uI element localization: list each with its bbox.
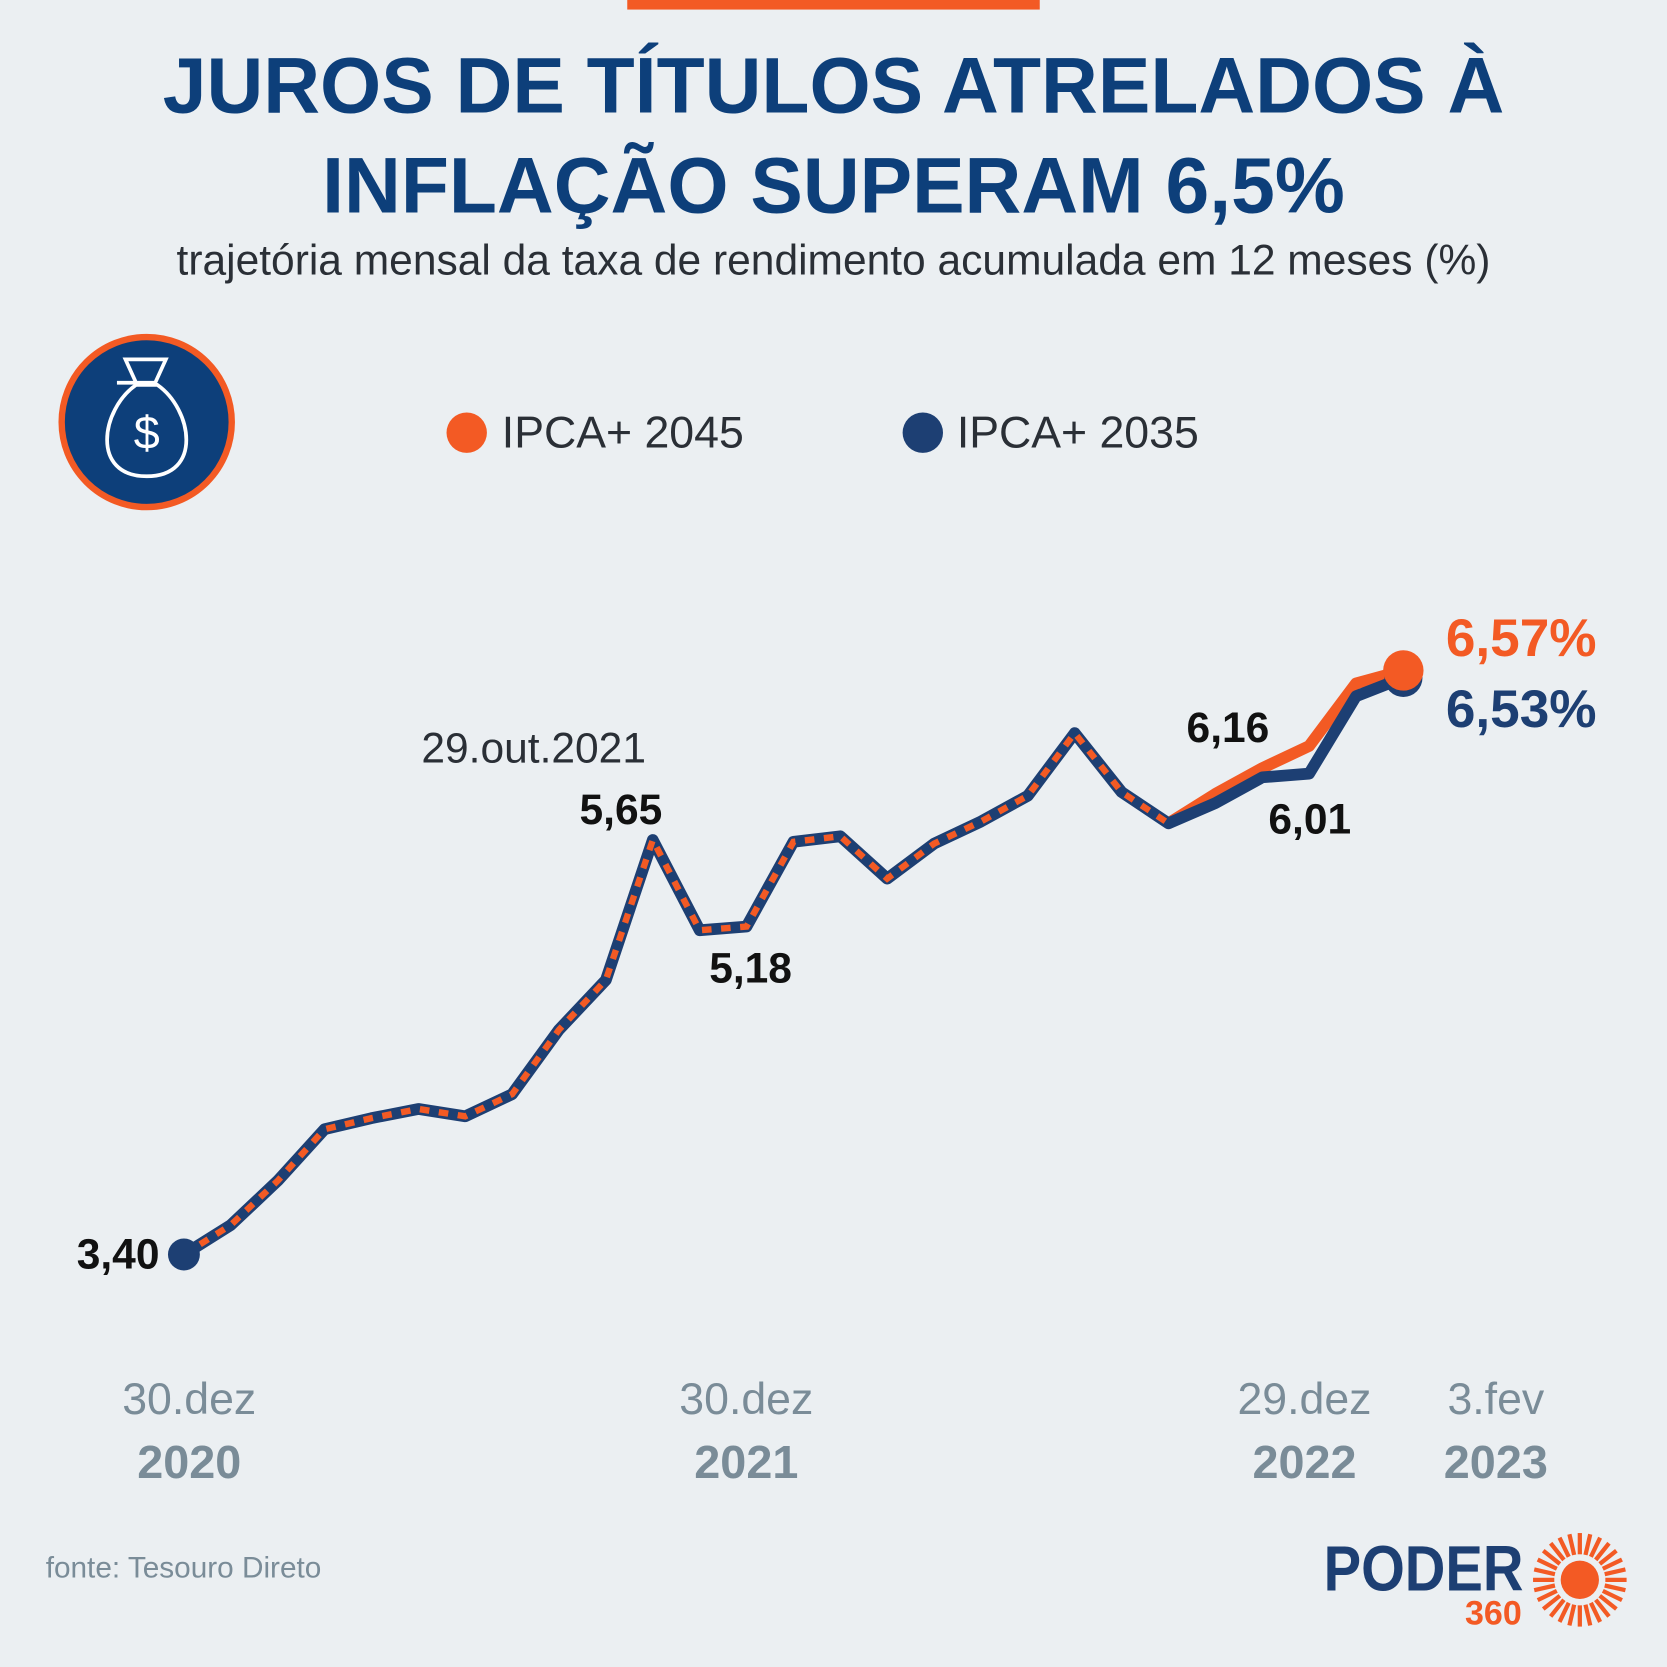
logo-text: PODER <box>1324 1532 1524 1604</box>
logo-sun-ray <box>1533 1567 1556 1577</box>
label-end-2045: 6,57% <box>1446 609 1597 668</box>
x-tick-day: 29.dez <box>1237 1375 1371 1424</box>
logo-sun-core <box>1560 1560 1599 1599</box>
poder360-logo: PODER 360 <box>1324 1532 1627 1632</box>
logo-sun-ray <box>1601 1588 1623 1603</box>
label-dip: 5,18 <box>709 945 792 992</box>
start-point <box>167 1238 200 1271</box>
series-line-ipca-2045-overlap <box>182 727 1171 1258</box>
logo-sun-ray <box>1567 1533 1577 1556</box>
x-tick-day: 30.dez <box>679 1375 813 1424</box>
logo-sun-ray <box>1567 1604 1577 1626</box>
label-start: 3,40 <box>77 1231 160 1278</box>
logo-sun-ray <box>1604 1583 1626 1593</box>
legend: IPCA+ 2045 IPCA+ 2035 <box>446 409 1199 458</box>
legend-marker-2045 <box>446 412 487 453</box>
logo-sun-ray <box>1557 1601 1571 1623</box>
logo-sun-ray <box>1541 1548 1562 1566</box>
legend-marker-2035 <box>902 412 944 453</box>
logo-sun-ray <box>1594 1541 1611 1562</box>
label-dec22-2045: 6,16 <box>1187 705 1270 752</box>
logo-sun-ray <box>1548 1541 1566 1562</box>
logo-sun-ray <box>1583 1533 1593 1556</box>
label-peak-date: 29.out.2021 <box>421 725 646 772</box>
logo-sun-ray <box>1588 1601 1603 1623</box>
legend-label-2035: IPCA+ 2035 <box>957 409 1199 458</box>
title-line-1: JUROS DE TÍTULOS ATRELADOS À <box>163 42 1505 130</box>
logo-sun-ray <box>1598 1548 1618 1566</box>
money-bag-dollar-icon: $ <box>58 333 235 511</box>
logo-sun-ray <box>1548 1598 1566 1618</box>
logo-sun-ray <box>1557 1536 1571 1558</box>
logo-sun-ray <box>1583 1604 1593 1626</box>
x-tick-year: 2023 <box>1444 1436 1548 1488</box>
legend-label-2045: IPCA+ 2045 <box>502 409 744 458</box>
annotations: 3,40 29.out.2021 5,65 5,18 6,16 6,01 6,5… <box>77 609 1597 1278</box>
series-line-ipca-2045 <box>1165 664 1405 829</box>
plot-area <box>167 650 1424 1271</box>
label-peak: 5,65 <box>579 787 662 834</box>
source-note: fonte: Tesouro Direto <box>46 1552 322 1585</box>
x-tick-year: 2022 <box>1252 1436 1356 1488</box>
logo-sun-ray <box>1588 1536 1603 1558</box>
logo-sun-ray <box>1536 1588 1558 1603</box>
logo-number: 360 <box>1465 1594 1522 1632</box>
logo-sunburst-icon <box>1533 1533 1627 1627</box>
svg-text:$: $ <box>134 407 160 459</box>
logo-sun-ray <box>1604 1567 1626 1577</box>
logo-sun-ray <box>1536 1557 1558 1571</box>
x-tick-day: 30.dez <box>122 1375 256 1424</box>
label-dec22-2035: 6,01 <box>1268 796 1351 843</box>
title-line-2: INFLAÇÃO SUPERAM 6,5% <box>322 142 1345 230</box>
top-accent-bar <box>627 0 1040 10</box>
logo-sun-ray <box>1533 1583 1556 1593</box>
x-tick-year: 2021 <box>694 1436 798 1488</box>
logo-sun-ray <box>1594 1598 1611 1618</box>
subtitle: trajetória mensal da taxa de rendimento … <box>177 237 1491 284</box>
x-tick-day: 3.fev <box>1447 1375 1544 1424</box>
end-point-ipca-2045 <box>1383 650 1424 691</box>
x-axis: 30.dez 2020 30.dez 2021 29.dez 2022 3.fev 2023 <box>122 1375 1548 1488</box>
logo-sun-ray <box>1601 1557 1623 1571</box>
logo-sun-ray <box>1541 1594 1562 1611</box>
x-tick-year: 2020 <box>137 1436 241 1488</box>
label-end-2035: 6,53% <box>1446 680 1597 739</box>
logo-sun-ray <box>1598 1594 1618 1611</box>
